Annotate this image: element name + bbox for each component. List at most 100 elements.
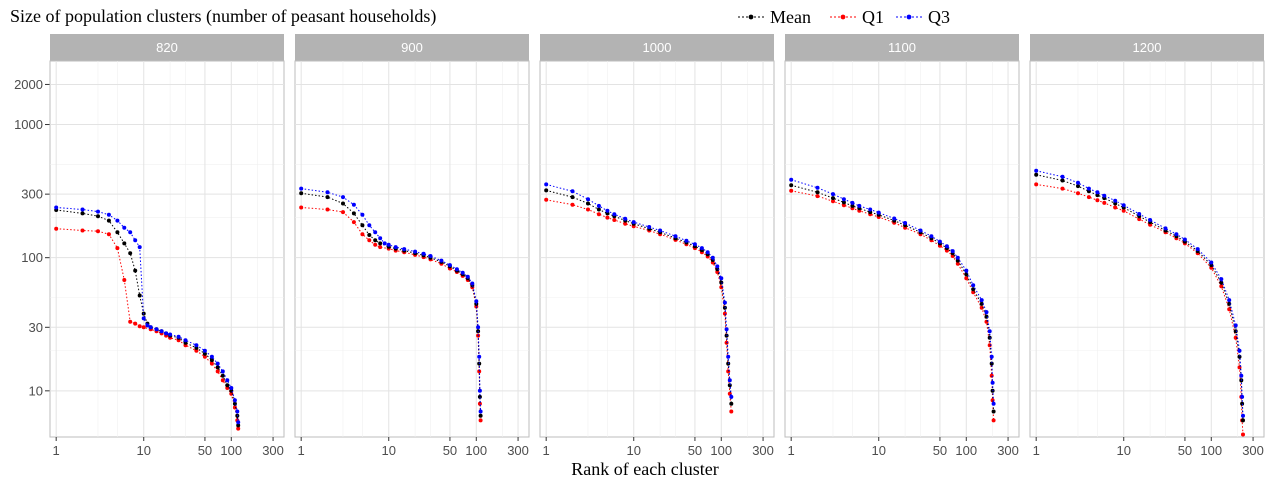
data-point-q3 <box>1163 226 1168 231</box>
data-point-q1 <box>54 226 59 231</box>
data-point-q1 <box>360 232 365 237</box>
data-point-q3 <box>106 212 111 217</box>
data-point-q3 <box>225 378 230 383</box>
data-point-q3 <box>341 195 345 200</box>
data-point-q1 <box>605 215 610 220</box>
facet-panel-1000: 1000 1 10 50 100 300 <box>539 34 775 458</box>
data-point-q1 <box>1076 191 1080 196</box>
data-point-q3 <box>710 255 715 260</box>
data-point-q1 <box>478 418 483 423</box>
data-point-q3 <box>918 228 923 233</box>
data-point-q1 <box>141 325 146 330</box>
facet-strip-label: 1200 <box>1133 40 1162 55</box>
data-point-q1 <box>1086 195 1091 200</box>
data-point-q3 <box>868 207 873 212</box>
data-point-mean <box>596 207 601 212</box>
data-point-q1 <box>80 228 85 233</box>
data-point-q1 <box>220 378 225 383</box>
panel-background <box>784 60 1020 438</box>
data-point-q3 <box>145 323 150 328</box>
x-tick-label: 10 <box>871 443 885 458</box>
legend: Mean Q1 Q3 <box>738 7 950 27</box>
data-point-q3 <box>984 310 989 315</box>
data-point-q3 <box>159 329 164 334</box>
data-point-q3 <box>378 236 383 241</box>
data-point-q3 <box>215 361 220 366</box>
data-point-q3 <box>605 208 610 213</box>
data-point-q3 <box>727 378 732 383</box>
x-axis-label: Rank of each cluster <box>571 459 718 479</box>
data-point-q3 <box>673 234 678 239</box>
data-point-q3 <box>470 281 475 286</box>
data-point-mean <box>236 423 241 428</box>
x-tick-label: 100 <box>465 443 487 458</box>
data-point-q1 <box>209 361 214 366</box>
facet-strip-label: 820 <box>156 40 178 55</box>
x-tick-label: 100 <box>220 443 242 458</box>
data-point-mean <box>137 293 142 298</box>
data-point-mean <box>850 203 855 208</box>
chart-title: Size of population clusters (number of p… <box>10 6 436 27</box>
x-tick-label: 1 <box>298 443 305 458</box>
data-point-q3 <box>474 299 479 304</box>
facet-strip <box>785 34 1019 61</box>
data-point-mean <box>202 351 207 356</box>
data-point-q3 <box>96 209 100 214</box>
data-point-q3 <box>857 203 862 208</box>
data-point-mean <box>1095 193 1100 198</box>
data-point-mean <box>115 230 120 235</box>
y-tick-label: 1000 <box>14 117 43 132</box>
data-point-q3 <box>209 354 214 359</box>
x-tick-label: 300 <box>752 443 774 458</box>
data-point-q1 <box>1034 182 1039 187</box>
x-tick-label: 10 <box>1116 443 1130 458</box>
data-point-mean <box>789 183 794 188</box>
series-line-q3 <box>56 207 239 423</box>
data-point-q3 <box>54 205 59 210</box>
data-point-q3 <box>1239 373 1244 378</box>
data-point-q1 <box>325 207 330 212</box>
data-point-q1 <box>586 207 590 212</box>
data-point-q1 <box>367 238 372 243</box>
data-point-mean <box>719 280 724 285</box>
y-tick-label: 100 <box>21 250 43 265</box>
data-point-q1 <box>1219 284 1224 289</box>
x-tick-label: 100 <box>710 443 732 458</box>
data-point-q3 <box>164 331 169 336</box>
data-point-mean <box>341 201 345 206</box>
data-point-q3 <box>1240 394 1245 399</box>
data-point-mean <box>373 238 378 243</box>
data-point-mean <box>325 195 330 200</box>
data-point-q3 <box>705 250 710 255</box>
data-point-q3 <box>454 267 459 272</box>
data-point-q1 <box>477 401 482 406</box>
panel-background <box>294 60 530 438</box>
data-point-q3 <box>544 182 549 187</box>
data-point-q1 <box>1095 198 1100 203</box>
data-point-q3 <box>137 245 142 250</box>
data-point-mean <box>220 373 225 378</box>
data-point-q3 <box>154 327 159 332</box>
facet-panel-1200: 1200 1 10 50 100 300 <box>1029 34 1265 458</box>
data-point-mean <box>1227 301 1232 306</box>
data-point-q3 <box>850 200 855 205</box>
x-tick-label: 1 <box>53 443 60 458</box>
data-point-q1 <box>979 305 984 310</box>
facet-strip <box>1030 34 1264 61</box>
data-point-q3 <box>1219 277 1224 282</box>
data-point-q3 <box>148 325 153 330</box>
data-point-q3 <box>202 348 207 353</box>
data-point-q1 <box>133 321 138 326</box>
data-point-q3 <box>373 230 378 235</box>
data-point-q3 <box>229 386 234 390</box>
data-point-q1 <box>991 418 996 423</box>
x-tick-label: 300 <box>507 443 529 458</box>
data-point-q3 <box>903 221 908 225</box>
data-point-q3 <box>937 239 942 244</box>
data-point-q1 <box>1137 217 1142 222</box>
data-point-mean <box>984 314 989 319</box>
data-point-q1 <box>544 197 549 202</box>
data-point-mean <box>570 195 575 200</box>
data-point-q3 <box>1237 348 1242 353</box>
data-point-q1 <box>623 221 628 226</box>
